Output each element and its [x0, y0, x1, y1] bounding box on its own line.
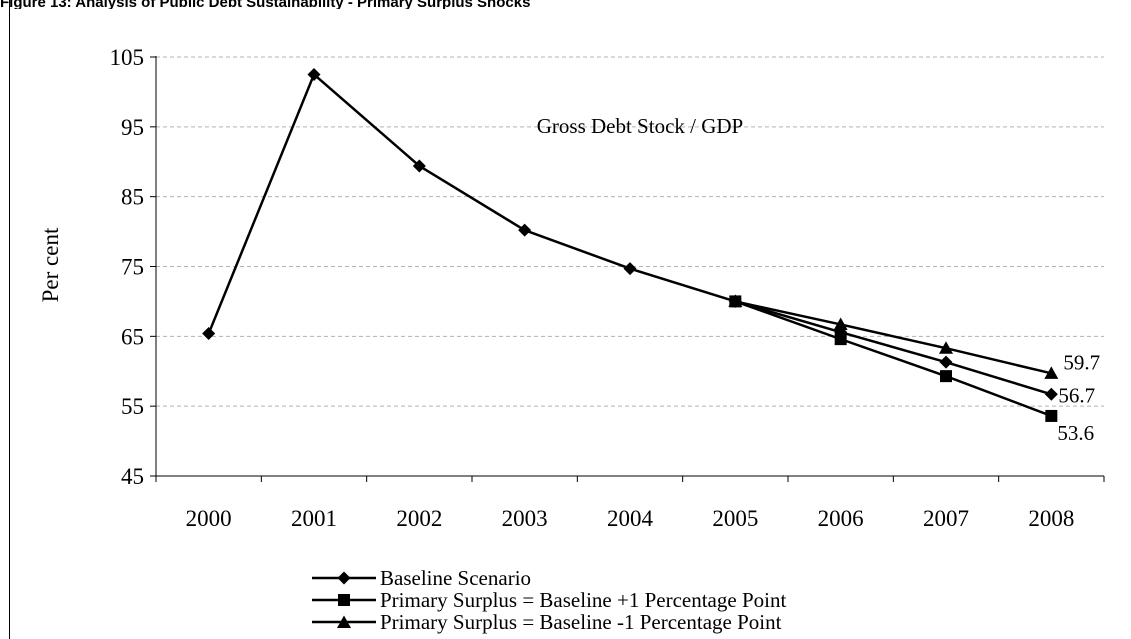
legend-diamond-swatch	[312, 571, 376, 585]
figure-caption: Figure 13: Analysis of Public Debt Susta…	[0, 0, 531, 9]
x-tick-label: 2008	[1028, 506, 1074, 531]
diamond-marker	[202, 327, 216, 341]
triangle-marker	[833, 317, 848, 330]
square-marker	[1045, 409, 1058, 422]
series-line	[735, 300, 1052, 375]
series-1	[202, 67, 1058, 401]
page-left-rule	[9, 0, 10, 639]
diamond-marker	[939, 355, 953, 369]
y-tick-labels: 45 55 65 75 85 95 105	[110, 45, 145, 489]
legend-label: Baseline Scenario	[380, 566, 532, 590]
y-tick-label: 55	[121, 394, 144, 419]
x-tick-label: 2004	[607, 506, 654, 531]
legend-item-baseline: Baseline Scenario	[312, 567, 786, 589]
square-marker	[834, 333, 847, 346]
x-tick-label: 2007	[923, 506, 969, 531]
legend-triangle-swatch	[312, 615, 376, 628]
diamond-marker	[307, 67, 321, 81]
x-tick-label: 2005	[712, 506, 758, 531]
y-tick-label: 105	[110, 45, 145, 70]
chart-title: Gross Debt Stock / GDP	[537, 114, 744, 138]
diamond-marker	[412, 159, 426, 173]
gridlines	[156, 56, 1104, 407]
end-value-label: 56.7	[1058, 383, 1095, 407]
y-tick-label: 95	[121, 115, 144, 140]
x-tick-label: 2006	[818, 506, 864, 531]
end-value-label: 59.7	[1063, 350, 1100, 374]
legend-label: Primary Surplus = Baseline -1 Percentage…	[380, 610, 782, 634]
line-chart: 45 55 65 75 85 95 105 2000 2001 2002 2003 2004 2005…	[38, 45, 1105, 531]
y-axis-label: Per cent	[38, 227, 63, 302]
x-tick-label: 2000	[186, 506, 232, 531]
x-tick-label: 2003	[502, 506, 548, 531]
end-value-labels: 59.7 56.7 53.6	[1057, 350, 1100, 445]
x-tick-label: 2002	[396, 506, 442, 531]
triangle-marker	[939, 341, 953, 354]
end-value-label: 53.6	[1057, 421, 1094, 445]
x-tick-labels: 2000 2001 2002 2003 2004 2005 2006 2007 2008	[186, 506, 1075, 531]
legend-item-plus-one: Primary Surplus = Baseline +1 Percentage…	[312, 589, 786, 611]
square-marker	[940, 370, 952, 383]
diamond-marker	[623, 262, 637, 276]
legend-label: Primary Surplus = Baseline +1 Percentage…	[380, 588, 787, 612]
legend-item-minus-one: Primary Surplus = Baseline -1 Percentage…	[312, 611, 786, 633]
series-3	[728, 294, 1059, 379]
diamond-marker	[518, 223, 532, 237]
y-tick-label: 75	[121, 255, 144, 280]
series-group	[202, 67, 1059, 422]
triangle-marker	[728, 294, 743, 307]
triangle-marker	[1044, 366, 1059, 379]
series-line	[734, 300, 1052, 418]
x-tick-label: 2001	[291, 506, 337, 531]
y-tick-label: 45	[121, 464, 144, 489]
axes	[150, 56, 1105, 482]
y-tick-label: 85	[121, 185, 144, 210]
legend-square-swatch	[312, 594, 376, 606]
legend: Baseline Scenario Primary Surplus = Base…	[312, 567, 786, 633]
diamond-marker	[1044, 387, 1058, 401]
y-tick-label: 65	[121, 324, 144, 349]
